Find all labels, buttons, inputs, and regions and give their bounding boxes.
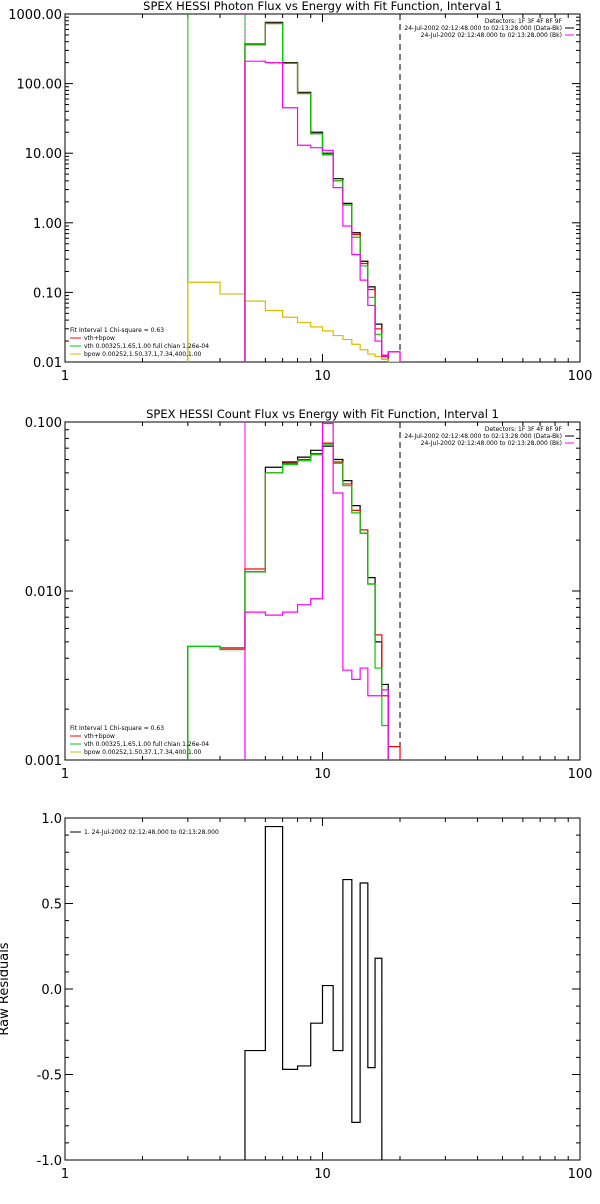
x-tick-label: 100 [568, 767, 593, 782]
y-tick-label: 1.0 [41, 812, 62, 827]
header-text: 24-Jul-2002 02:12:48.000 to 02:13:28.000… [421, 440, 562, 447]
y-tick-label: 0.010 [25, 585, 62, 600]
header-text: Detectors: 1F 3F 4F 8F 9F [485, 426, 563, 433]
series-data [244, 21, 389, 362]
chart-panel-1: SPEX HESSI Photon Flux vs Energy with Fi… [8, 0, 592, 384]
y-tick-label: 1.00 [33, 217, 62, 232]
legend-entry: 1. 24-Jul-2002 02:12:48.000 to 02:13:28.… [84, 829, 219, 836]
x-tick-label: 1 [61, 369, 69, 384]
y-tick-label: 0.100 [25, 416, 62, 431]
legend-entry: vth+bpow [84, 335, 115, 342]
legend-entry: vth 0.00325,1.65,1.00 full chian 1.26e-0… [84, 343, 209, 350]
legend-entry: bpow 0.00252,1.50,37.1,7.34,400,1.00 [84, 351, 202, 358]
y-axis-label: Raw Residuals [0, 942, 12, 1035]
chart-title: SPEX HESSI Count Flux vs Energy with Fit… [146, 407, 499, 421]
y-tick-label: 10.00 [25, 147, 62, 162]
y-tick-label: -1.0 [37, 1154, 62, 1169]
x-tick-label: 10 [314, 767, 331, 782]
y-tick-label: 0.5 [41, 898, 62, 913]
series-vth [244, 22, 389, 362]
series-bpow [187, 281, 401, 362]
series-data [187, 445, 389, 760]
header-text: 24-Jul-2002 02:12:48.000 to 02:13:28.000… [404, 25, 562, 32]
x-tick-label: 1 [61, 767, 69, 782]
series-bk [244, 60, 401, 362]
header-text: 24-Jul-2002 02:12:48.000 to 02:13:28.000… [404, 433, 562, 440]
series-vth [187, 443, 389, 760]
chart-panel-3: 1 10 100 -1.0 -0.5 0.0 0.5 1.0 Raw Residuals 1. 2… [0, 812, 592, 1182]
legend-entry: Fit Interval 1 Chi-square = 0.63 [70, 725, 164, 732]
legend-entry: bpow 0.00252,1.50,37.1,7.34,400,1.00 [84, 749, 202, 756]
x-tick-label: 1 [61, 1167, 69, 1182]
series-bk [244, 422, 389, 760]
plot-frame [64, 13, 581, 363]
x-tick-label: 10 [314, 369, 331, 384]
series-total [244, 22, 401, 362]
header-text: Detectors: 1F 3F 4F 8F 9F [485, 18, 563, 25]
legend-entry: vth+bpow [84, 733, 115, 740]
y-tick-label: 0.10 [33, 286, 62, 301]
legend-entry: Fit Interval 1 Chi-square = 0.63 [70, 327, 164, 334]
y-tick-label: 100.00 [17, 78, 63, 93]
series-total [187, 442, 401, 760]
legend-entry: vth 0.00325,1.65,1.00 full chian 1.26e-0… [84, 741, 209, 748]
y-tick-label: -0.5 [37, 1069, 62, 1084]
series-residuals [244, 825, 383, 1160]
y-tick-label: 0.0 [41, 983, 62, 998]
chart-panel-2: SPEX HESSI Count Flux vs Energy with Fit… [25, 407, 593, 782]
y-tick-label: 0.001 [25, 754, 62, 769]
y-tick-label: 1000.00 [8, 8, 62, 23]
x-tick-label: 10 [314, 1167, 331, 1182]
chart-title: SPEX HESSI Photon Flux vs Energy with Fi… [143, 0, 502, 13]
y-tick-label: 0.01 [33, 356, 62, 371]
x-tick-label: 100 [568, 1167, 593, 1182]
header-text: 24-Jul-2002 02:12:48.000 to 02:13:28.000… [421, 32, 562, 39]
x-tick-label: 100 [568, 369, 593, 384]
